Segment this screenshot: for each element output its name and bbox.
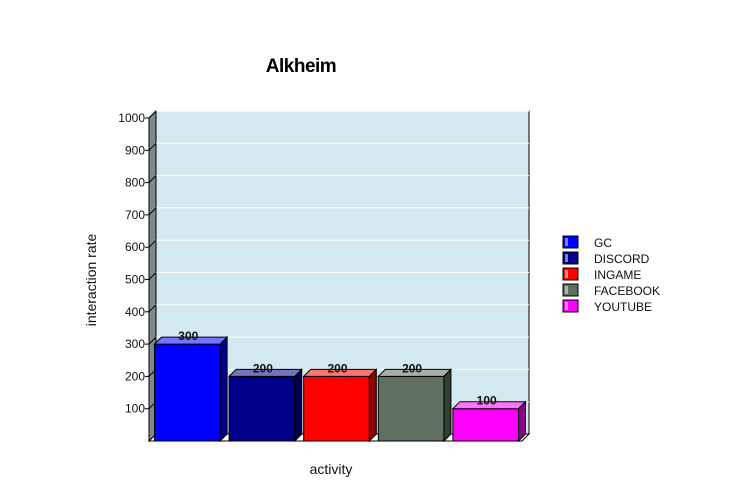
legend-swatch-highlight — [565, 286, 568, 294]
y-tick-label: 500 — [125, 273, 145, 287]
legend-swatch-highlight — [565, 254, 568, 262]
plot-area: 100 200 300 400 500 600 700 800 900 1000 300 200 200… — [118, 109, 531, 443]
bar-gc — [153, 343, 221, 442]
legend-swatch-highlight — [565, 238, 568, 246]
y-tick-label: 300 — [125, 337, 145, 351]
legend-label-youtube: YOUTUBE — [594, 300, 652, 314]
bar-side-gc — [219, 335, 228, 443]
legend-swatch-highlight — [565, 302, 568, 310]
y-tick-mark — [148, 175, 157, 183]
legend-label-discord: DISCORD — [594, 252, 650, 266]
y-tick-label: 200 — [125, 369, 145, 383]
chart-title: Alkheim — [266, 56, 336, 77]
data-label-gc: 300 — [178, 329, 198, 343]
y-tick-label: 100 — [125, 402, 145, 416]
bar-side-facebook — [443, 368, 452, 443]
legend-label-ingame: INGAME — [594, 268, 641, 282]
legend: GC DISCORD INGAME FACEBOOK YOUTUBE — [562, 235, 660, 314]
x-axis-label: activity — [310, 461, 353, 477]
y-tick-mark — [148, 336, 157, 345]
legend-swatch-highlight — [565, 270, 568, 278]
y-tick-label: 800 — [125, 176, 145, 190]
data-label-youtube: 100 — [477, 394, 497, 408]
y-tick-mark — [148, 272, 157, 280]
legend-label-facebook: FACEBOOK — [594, 284, 660, 298]
y-axis-label: interaction rate — [83, 233, 99, 326]
data-label-ingame: 200 — [327, 361, 347, 375]
bar-facebook — [377, 375, 445, 442]
legend-label-gc: GC — [594, 236, 612, 250]
bar-youtube — [452, 408, 520, 442]
bar-side-discord — [294, 368, 303, 443]
y-tick-label: 900 — [125, 143, 145, 157]
y-tick-label: 400 — [125, 305, 145, 319]
y-tick-label: 700 — [125, 208, 145, 222]
bar-discord — [228, 375, 296, 442]
bar-ingame — [303, 375, 370, 442]
y-tick-label: 600 — [125, 240, 145, 254]
y-tick-mark — [148, 239, 157, 248]
data-label-discord: 200 — [253, 361, 273, 375]
y-tick-label: 1000 — [118, 111, 145, 125]
y-tick-mark — [148, 304, 157, 313]
bar-side-youtube — [518, 400, 527, 443]
y-tick-mark — [148, 142, 157, 151]
bar-side-ingame — [368, 368, 377, 443]
data-label-facebook: 200 — [402, 361, 422, 375]
y-tick-mark — [148, 207, 157, 216]
y-tick-mark — [148, 110, 157, 119]
